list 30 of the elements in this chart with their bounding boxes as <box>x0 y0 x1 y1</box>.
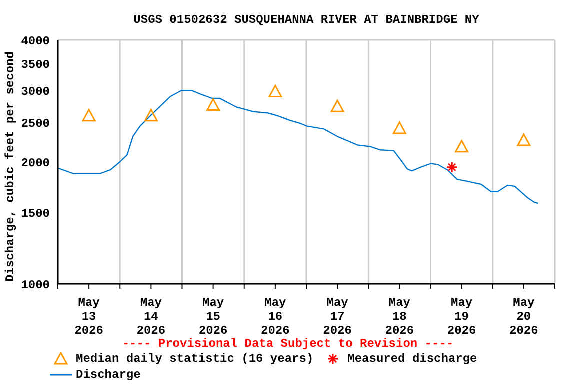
point <box>144 109 158 122</box>
x-tick-label: May 17 2026 <box>323 296 352 338</box>
point <box>268 85 282 98</box>
point <box>330 100 344 112</box>
x-tick-label: May 18 2026 <box>385 296 414 338</box>
legend-label: Median daily statistic (16 years) <box>76 352 314 366</box>
y-tick-label: 3000 <box>21 84 50 99</box>
point <box>82 109 96 122</box>
x-tick-label: May 13 2026 <box>74 296 104 338</box>
point <box>517 134 531 146</box>
y-tick-label: 3500 <box>21 58 50 72</box>
line-series <box>58 90 539 204</box>
point <box>206 98 220 112</box>
y-tick-label: 4000 <box>21 34 50 48</box>
y-tick-label: 1000 <box>21 278 50 292</box>
text: ---- Provisional Data Subject to Revision ---- <box>121 337 455 351</box>
point <box>392 122 406 134</box>
point <box>455 140 469 153</box>
legend-label: Discharge <box>76 368 141 382</box>
y-tick-label: 1500 <box>21 206 50 221</box>
legend-label: Measured discharge <box>348 352 478 366</box>
y-tick-label: 2500 <box>21 116 50 131</box>
y-tick-label: 2000 <box>21 156 50 170</box>
x-tick-label: May 20 2026 <box>510 296 538 338</box>
x-tick-label: May 19 2026 <box>447 296 476 338</box>
x-tick-label: May 14 2026 <box>136 296 166 338</box>
x-tick-label: May 15 2026 <box>198 296 228 338</box>
y-axis-title: Discharge, cubic feet per second <box>3 52 18 282</box>
chart-title: USGS 01502632 SUSQUEHANNA RIVER AT BAINBRIDGE NY <box>132 13 480 27</box>
x-tick-label: May 16 2026 <box>261 296 290 338</box>
